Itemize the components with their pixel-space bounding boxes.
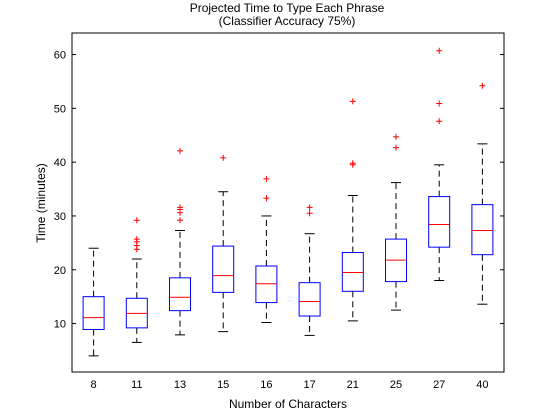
axes: 10 20 30 40 50 60 8 11 13 15 16 17 21 25 27 40	[54, 50, 504, 391]
y-tick-label: 60	[54, 50, 66, 62]
box-group-21	[341, 98, 364, 322]
outlier-marker	[133, 236, 140, 243]
outlier-marker	[436, 118, 443, 125]
box	[169, 277, 191, 312]
y-tick-label: 50	[54, 103, 66, 115]
box-group-15	[212, 154, 235, 333]
outlier-marker	[263, 175, 270, 182]
x-tick-label: 40	[476, 379, 488, 391]
outlier-marker	[263, 195, 270, 202]
x-tick-label: 21	[347, 379, 359, 391]
box-group-40	[471, 82, 494, 305]
x-tick-label: 25	[390, 379, 402, 391]
outlier-marker	[133, 217, 140, 224]
chart-title: Projected Time to Type Each Phrase	[190, 1, 385, 15]
box-group-11	[125, 217, 148, 343]
box	[298, 282, 321, 317]
box-group-16	[255, 175, 278, 323]
box-group-25	[385, 133, 407, 311]
x-axis-label: Number of Characters	[229, 397, 347, 411]
y-axis-label: Time (minutes)	[34, 163, 48, 243]
outlier-marker	[436, 100, 443, 107]
box	[471, 204, 494, 256]
box-group-13	[169, 147, 191, 336]
box-group-27	[428, 47, 451, 282]
box	[428, 196, 451, 248]
box-group-8	[82, 247, 105, 357]
plot-frame	[71, 32, 505, 373]
outlier-marker	[177, 217, 183, 224]
box	[82, 296, 105, 330]
outlier-marker	[393, 133, 399, 140]
outlier-marker	[177, 204, 183, 211]
box	[255, 265, 278, 304]
plot-area	[82, 47, 494, 357]
outlier-marker	[177, 147, 183, 154]
x-tick-label: 15	[217, 379, 229, 391]
x-tick-label: 13	[174, 379, 186, 391]
x-tick-label: 27	[433, 379, 445, 391]
outlier-marker	[479, 82, 486, 89]
x-tick-label: 8	[91, 379, 97, 391]
box	[212, 245, 235, 293]
x-tick-label: 16	[260, 379, 272, 391]
outlier-marker	[220, 154, 227, 161]
outlier-marker	[349, 160, 356, 167]
outlier-marker	[306, 210, 313, 217]
chart-subtitle: (Classifier Accuracy 75%)	[219, 14, 356, 28]
outlier-marker	[393, 144, 399, 151]
x-tick-label: 11	[131, 379, 142, 391]
y-tick-label: 40	[54, 157, 66, 169]
y-tick-label: 20	[54, 265, 66, 277]
outlier-marker	[349, 98, 356, 105]
outlier-marker	[436, 47, 443, 54]
box	[341, 252, 364, 292]
y-tick-label: 10	[54, 319, 66, 331]
box-group-17	[298, 204, 321, 336]
y-tick-label: 30	[54, 211, 66, 223]
x-tick-label: 17	[303, 379, 315, 391]
outlier-marker	[306, 204, 313, 211]
